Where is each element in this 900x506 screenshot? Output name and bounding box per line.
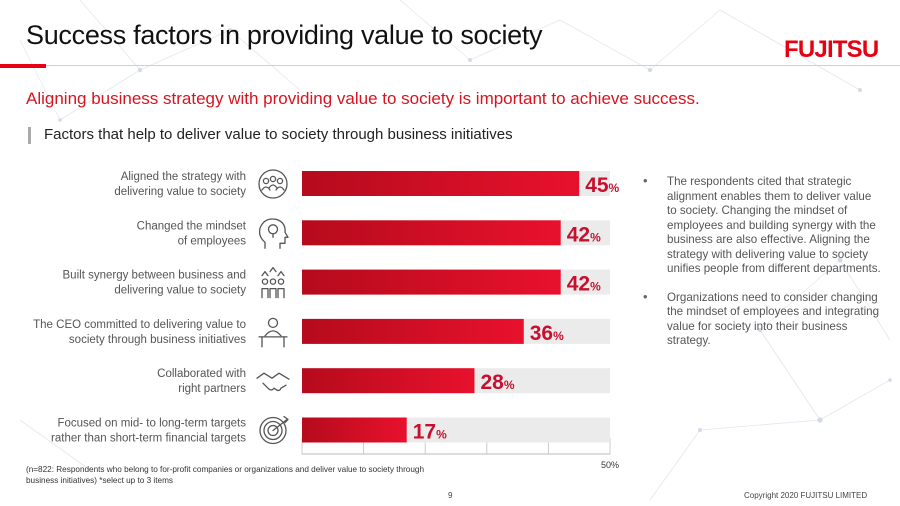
category-label: Aligned the strategy with [121, 171, 246, 183]
bullet-dot: • [643, 288, 648, 304]
fujitsu-logo: FUJITSU [784, 36, 879, 63]
page-number: 9 [448, 491, 453, 500]
title-accent-rule [0, 64, 46, 68]
section-marker [28, 127, 31, 144]
team-arrows-icon [261, 266, 285, 299]
icon-part [259, 416, 287, 445]
bar [302, 171, 580, 196]
category-label: Focused on mid- to long-term targets [57, 418, 246, 430]
bar [302, 368, 475, 394]
icon-part [272, 418, 288, 432]
value-label: 42% [567, 273, 601, 296]
icon-part [277, 287, 285, 299]
value-number: 17 [413, 421, 436, 444]
value-unit: % [553, 329, 564, 343]
value-label: 28% [480, 371, 514, 394]
icon-part [269, 287, 277, 299]
category-label: of employees [178, 235, 247, 247]
bar [302, 318, 524, 344]
x-tick-label: 50% [601, 460, 619, 470]
icon-part [256, 372, 290, 380]
icon-part [261, 270, 269, 277]
value-number: 45 [585, 174, 609, 197]
value-number: 42 [567, 273, 590, 296]
category-label: Collaborated with [157, 368, 246, 380]
icon-part [268, 184, 278, 189]
person-desk-icon [258, 317, 288, 348]
icon-part [277, 278, 285, 285]
value-label: 17% [413, 421, 447, 444]
value-unit: % [504, 378, 515, 392]
page-title: Success factors in providing value to so… [26, 20, 543, 50]
category-label: The CEO committed to delivering value to [33, 319, 246, 331]
icon-part [261, 186, 271, 191]
icon-part [261, 278, 269, 285]
category-label: Changed the mindset [137, 220, 247, 232]
bar [302, 417, 407, 443]
insight-text: The respondents cited that strategic ali… [667, 175, 881, 275]
icon-part [277, 270, 285, 277]
icon-part [262, 177, 270, 185]
category-label: right partners [178, 383, 246, 395]
insight-item: • The respondents cited that strategic a… [643, 173, 883, 277]
value-number: 36 [530, 322, 553, 345]
icon-part [258, 218, 289, 249]
title-underline [46, 65, 900, 66]
icon-part [258, 169, 288, 199]
icon-part [269, 266, 277, 273]
icon-part [283, 415, 289, 424]
insight-text: Organizations need to consider changing … [667, 290, 880, 348]
icon-part [263, 420, 283, 441]
icon-part [269, 175, 277, 183]
value-label: 36% [530, 322, 564, 345]
target-icon [259, 415, 289, 445]
category-label: Built synergy between business and [63, 270, 246, 282]
value-unit: % [590, 280, 601, 294]
value-number: 28 [480, 371, 504, 394]
value-number: 42 [567, 223, 590, 246]
section-heading: Factors that help to deliver value to so… [44, 126, 513, 143]
page-subtitle: Aligning business strategy with providin… [26, 89, 700, 108]
people-network-icon [258, 169, 288, 199]
lightbulb-head-icon [258, 218, 289, 249]
category-label: delivering value to society [114, 285, 246, 297]
value-unit: % [436, 428, 447, 442]
bar [302, 220, 561, 246]
category-label: rather than short-term financial targets [51, 433, 246, 445]
icon-part [269, 278, 277, 285]
bullet-dot: • [643, 173, 648, 188]
icon-part [264, 330, 282, 337]
icon-part [275, 186, 285, 191]
insight-list: • The respondents cited that strategic a… [643, 173, 883, 363]
value-label: 45% [585, 174, 619, 197]
icon-part [261, 287, 269, 299]
value-label: 42% [567, 223, 601, 246]
value-unit: % [609, 181, 620, 195]
category-label: delivering value to society [114, 186, 246, 198]
insight-item: • Organizations need to consider changin… [643, 288, 883, 349]
icon-part [267, 424, 279, 437]
category-label: society through business initiatives [69, 334, 246, 346]
icon-part [262, 382, 287, 392]
copyright-text: Copyright 2020 FUJITSU LIMITED [744, 491, 868, 500]
icon-part [276, 177, 284, 185]
footnote: (n=822: Respondents who belong to for-pr… [26, 465, 425, 485]
handshake-icon [256, 372, 290, 392]
icon-part [267, 224, 279, 235]
icon-part [267, 317, 279, 329]
value-unit: % [590, 230, 601, 244]
bar [302, 269, 561, 295]
